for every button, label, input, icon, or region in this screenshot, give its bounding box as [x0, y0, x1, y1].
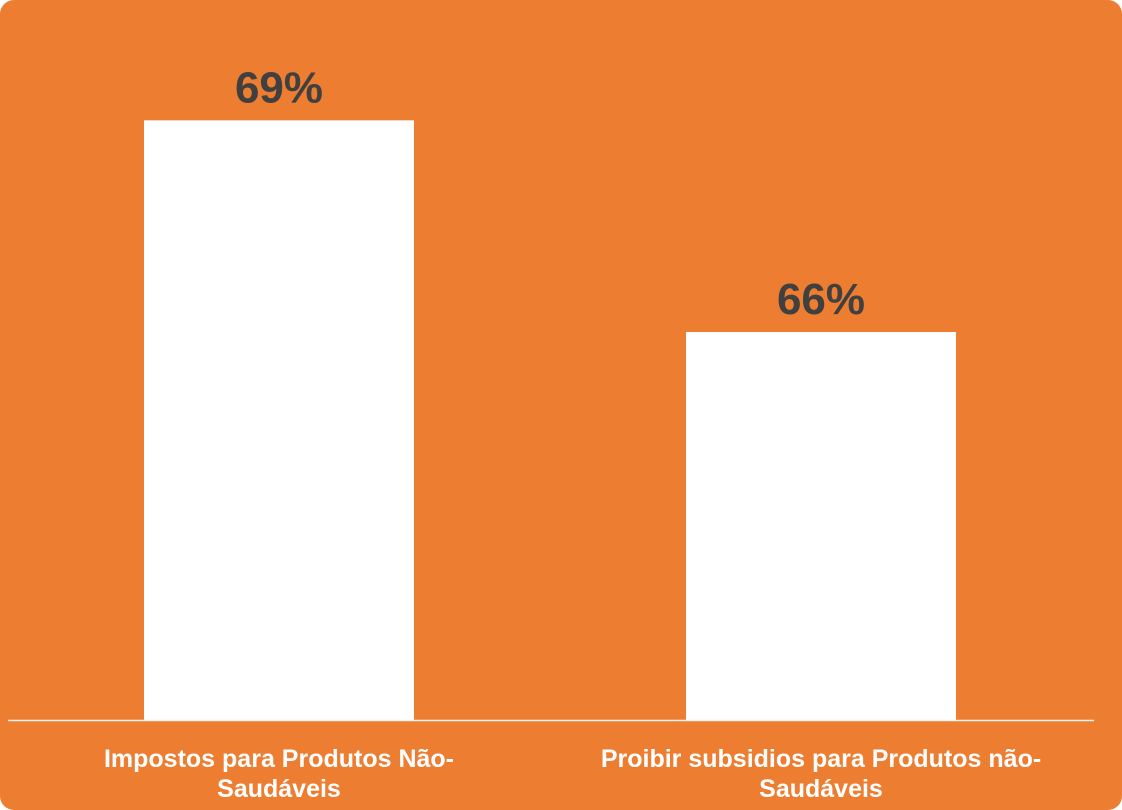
category-label-1-line-1: Impostos para Produtos Não-: [104, 745, 454, 773]
category-label-2: Proibir subsidios para Produtos não-Saud…: [601, 745, 1041, 803]
data-label-2: 66%: [777, 275, 865, 324]
bar-2: [686, 331, 956, 720]
bars-group: [144, 120, 956, 721]
data-label-1: 69%: [235, 63, 323, 112]
bar-1: [144, 120, 414, 721]
category-label-1-line-2: Saudáveis: [217, 775, 341, 803]
value-labels-group: 69% 66%: [235, 63, 865, 324]
category-label-2-line-2: Saudáveis: [759, 775, 883, 803]
category-label-2-line-1: Proibir subsidios para Produtos não-: [601, 745, 1041, 773]
category-labels-group: Impostos para Produtos Não-SaudáveisProi…: [104, 745, 1041, 803]
category-label-1: Impostos para Produtos Não-Saudáveis: [104, 745, 454, 803]
